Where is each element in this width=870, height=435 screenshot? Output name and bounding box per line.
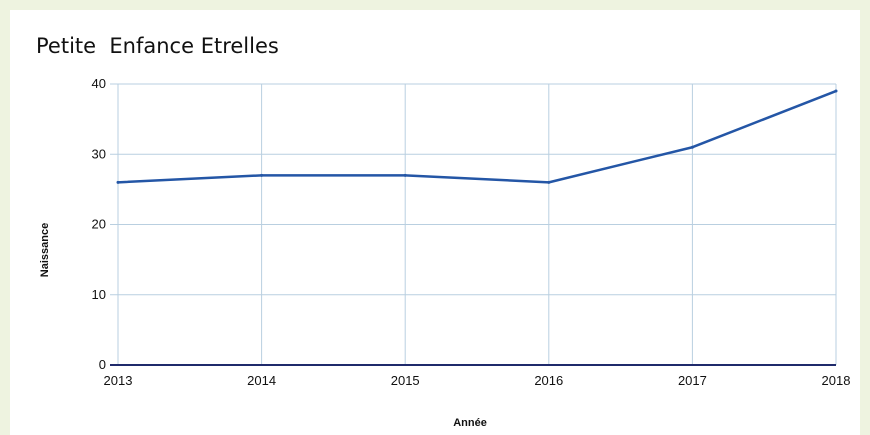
data-point-2015 bbox=[403, 173, 407, 177]
y-tick-label-10: 10 bbox=[92, 287, 106, 302]
x-tick-label-2016: 2016 bbox=[534, 373, 563, 388]
y-axis-label: Naissance bbox=[39, 223, 51, 277]
data-point-2018 bbox=[834, 89, 838, 93]
y-tick-label-30: 30 bbox=[92, 146, 106, 161]
chart-card: Petite Enfance Etrelles 0 10 20 30 40 2013 20… bbox=[10, 10, 860, 435]
series-line-0 bbox=[117, 89, 837, 184]
y-tick-label-20: 20 bbox=[92, 217, 106, 232]
x-tick-labels: 2013 2014 2015 2016 2017 2018 bbox=[104, 373, 851, 388]
grid-lines bbox=[110, 83, 837, 366]
y-tick-label-40: 40 bbox=[92, 76, 106, 91]
chart-title: Petite Enfance Etrelles bbox=[36, 34, 279, 58]
x-tick-label-2013: 2013 bbox=[104, 373, 133, 388]
x-tick-label-2017: 2017 bbox=[678, 373, 707, 388]
y-tick-labels: 0 10 20 30 40 bbox=[92, 76, 106, 372]
x-tick-label-2018: 2018 bbox=[822, 373, 851, 388]
data-point-2013 bbox=[116, 180, 120, 184]
data-point-2017 bbox=[690, 145, 694, 149]
x-tick-label-2014: 2014 bbox=[247, 373, 276, 388]
x-tick-label-2015: 2015 bbox=[391, 373, 420, 388]
x-axis-label: Année bbox=[453, 417, 487, 429]
data-point-2016 bbox=[547, 180, 551, 184]
line-chart: 0 10 20 30 40 2013 2014 2015 2016 2017 2018 Naiss… bbox=[39, 76, 851, 429]
y-tick-label-0: 0 bbox=[99, 357, 106, 372]
series-layer bbox=[116, 89, 838, 184]
data-point-2014 bbox=[260, 173, 264, 177]
